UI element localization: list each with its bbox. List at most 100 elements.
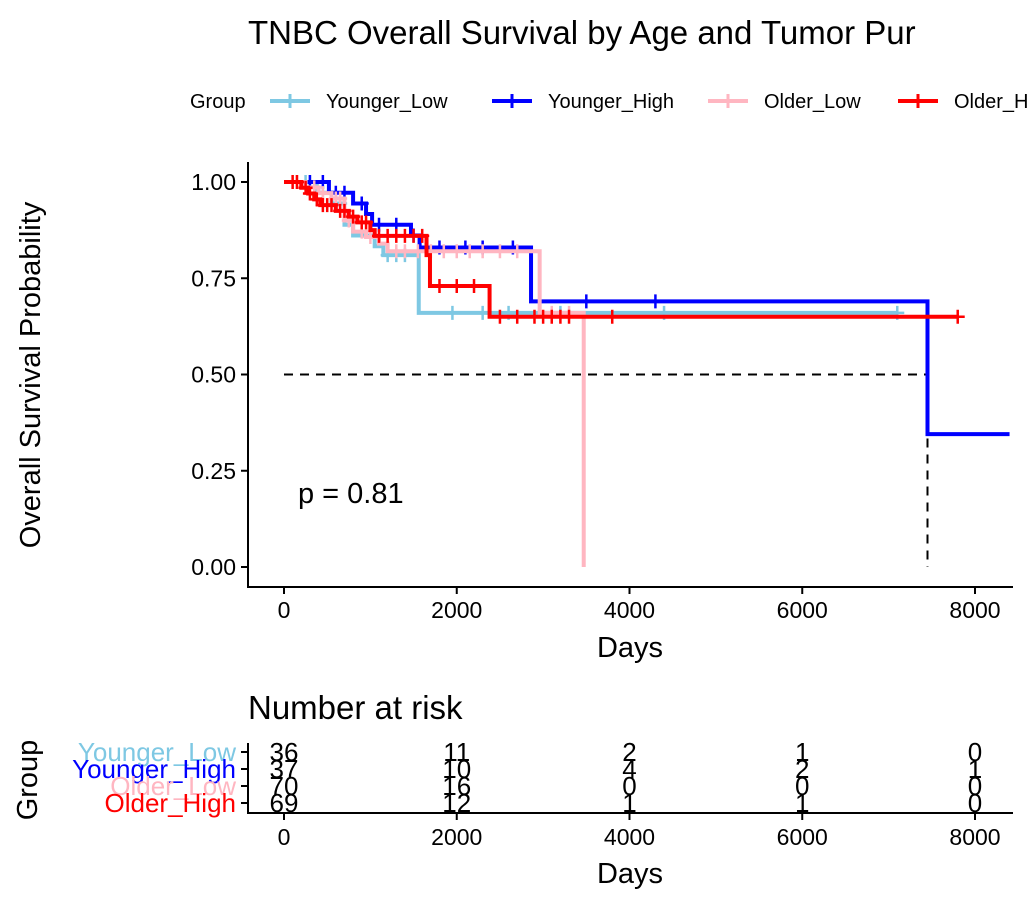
- risk-x-tick-label: 6000: [777, 824, 828, 850]
- risk-cell: 1: [795, 737, 809, 767]
- risk-cell: 16: [442, 771, 471, 801]
- censor-mark: [410, 244, 425, 259]
- censor-mark: [510, 244, 525, 259]
- risk-cell: 0: [795, 771, 809, 801]
- y-tick-label: 0.50: [191, 362, 236, 388]
- risk-group-label: Younger_High: [72, 754, 236, 784]
- risk-x-tick-label: 8000: [949, 824, 1000, 850]
- median-survival-lines: [284, 373, 929, 567]
- censor-mark: [346, 209, 361, 224]
- legend-label: Older_High: [954, 91, 1027, 113]
- risk-x-tick-label: 4000: [604, 824, 655, 850]
- risk-cell: 70: [270, 771, 299, 801]
- legend-title: Group: [190, 91, 246, 113]
- censor-mark: [492, 244, 507, 259]
- risk-cell: 1: [622, 788, 636, 818]
- censor-mark: [510, 309, 525, 324]
- censor-mark: [324, 198, 339, 213]
- risk-cell: 11: [443, 737, 470, 767]
- y-tick-label: 1.00: [191, 169, 236, 195]
- censor-mark: [562, 309, 577, 324]
- x-axis-ticks: 0 2000 4000 6000 8000: [278, 587, 1001, 623]
- censor-mark: [315, 186, 330, 201]
- chart-title: TNBC Overall Survival by Age and Tumor P…: [248, 14, 916, 51]
- risk-group-label: Younger_Low: [78, 737, 236, 767]
- x-tick-label: 0: [278, 597, 291, 623]
- legend-label: Older_Low: [764, 91, 861, 113]
- censor-mark: [579, 294, 594, 309]
- risk-group-label: Older_High: [104, 788, 236, 818]
- risk-x-axis-ticks: 0 2000 4000 6000 8000: [278, 813, 1001, 850]
- x-tick-label: 4000: [604, 597, 655, 623]
- censor-mark: [467, 278, 482, 293]
- legend-label: Younger_Low: [326, 91, 448, 113]
- censor-mark: [648, 294, 663, 309]
- risk-cell: 10: [442, 754, 471, 784]
- risk-group-label: Older_Low: [110, 771, 236, 801]
- legend-swatch-plus: [911, 94, 925, 108]
- risk-x-axis-label: Days: [597, 858, 663, 890]
- censor-mark: [950, 309, 965, 324]
- censor-mark: [449, 244, 464, 259]
- risk-cell: 0: [968, 788, 982, 818]
- censor-mark: [605, 309, 620, 324]
- risk-cell: 1: [968, 754, 982, 784]
- legend-items: Younger_Low Younger_High Older_Low Older_Hi…: [270, 91, 1027, 113]
- y-tick-label: 0.25: [191, 458, 236, 484]
- y-tick-label: 0.75: [191, 265, 236, 291]
- censor-mark: [475, 305, 490, 320]
- risk-group-labels: Younger_LowYounger_HighOlder_LowOlder_Hi…: [72, 737, 248, 818]
- survival-curves: [284, 175, 1010, 567]
- risk-cell: 0: [622, 771, 636, 801]
- risk-cell: 0: [968, 737, 982, 767]
- x-axis-label: Days: [597, 632, 663, 664]
- y-axis-ticks: 0.00 0.25 0.50 0.75 1.00: [191, 169, 248, 580]
- risk-table-title: Number at risk: [248, 689, 463, 726]
- survival-curve-younger-high: [284, 180, 1010, 437]
- censor-mark: [445, 305, 460, 320]
- x-tick-label: 6000: [777, 597, 828, 623]
- censor-mark: [432, 278, 447, 293]
- censor-mark: [333, 191, 348, 206]
- censor-mark: [492, 309, 507, 324]
- p-value-annotation: p = 0.81: [298, 478, 404, 510]
- legend-item-younger-high: Younger_High: [492, 91, 674, 113]
- risk-x-tick-label: 2000: [431, 824, 482, 850]
- censor-mark: [289, 175, 304, 189]
- risk-cell: 37: [270, 754, 299, 784]
- legend-swatch-plus: [505, 94, 519, 108]
- risk-cell: 1: [795, 788, 809, 818]
- risk-cell: 0: [968, 771, 982, 801]
- risk-cell: 2: [622, 737, 636, 767]
- censor-mark: [415, 228, 430, 243]
- risk-table-y-label: Group: [12, 740, 44, 821]
- censor-mark: [436, 244, 451, 259]
- censor-mark: [337, 203, 352, 218]
- survival-plot: 0.00 0.25 0.50 0.75 1.00 0 2000 4000 6000 8000 p…: [15, 162, 1013, 664]
- legend: Group Younger_Low Younger_High Older_Low Ol…: [190, 91, 1027, 113]
- censor-mark: [359, 215, 374, 230]
- legend-item-older-high: Older_High: [898, 91, 1027, 113]
- censor-mark: [475, 244, 490, 259]
- risk-cells: 36 11 2 1 037 10 4 2 170 16 0 0 069 12 1 1 0: [270, 737, 983, 818]
- legend-swatch-plus: [721, 94, 735, 108]
- censor-mark: [462, 244, 477, 259]
- risk-cell: 4: [622, 754, 636, 784]
- risk-x-tick-label: 0: [278, 824, 291, 850]
- series-younger-low: [284, 175, 905, 320]
- legend-item-younger-low: Younger_Low: [270, 91, 448, 113]
- series-older-high: [284, 175, 965, 324]
- survival-curve-younger-low: [284, 180, 898, 315]
- legend-swatch-plus: [283, 94, 297, 108]
- risk-cell: 2: [795, 754, 809, 784]
- censor-mark: [354, 196, 369, 211]
- risk-cell: 36: [270, 737, 299, 767]
- y-axis-label: Overall Survival Probability: [15, 201, 47, 548]
- legend-item-older-low: Older_Low: [708, 91, 861, 113]
- series-younger-high: [284, 175, 1010, 437]
- y-tick-label: 0.00: [191, 554, 236, 580]
- censor-mark: [449, 278, 464, 293]
- censor-mark: [397, 244, 412, 259]
- x-tick-label: 8000: [949, 597, 1000, 623]
